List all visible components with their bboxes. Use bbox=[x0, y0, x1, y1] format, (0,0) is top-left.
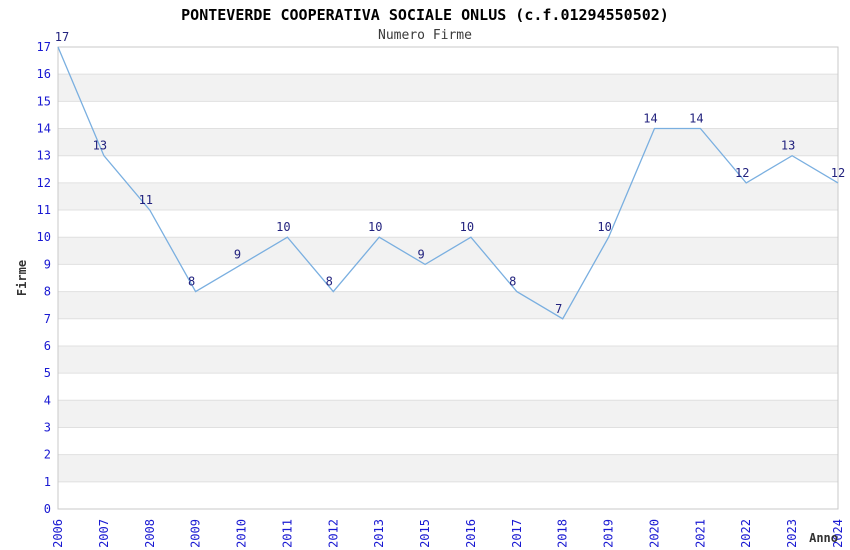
x-tick-label: 2022 bbox=[739, 519, 753, 548]
x-tick-label: 2021 bbox=[693, 519, 707, 548]
data-point-label: 8 bbox=[326, 275, 333, 289]
plot-band bbox=[58, 128, 838, 156]
data-point-label: 10 bbox=[368, 220, 382, 234]
x-tick-label: 2023 bbox=[785, 519, 799, 548]
data-point-label: 9 bbox=[234, 247, 241, 261]
data-point-label: 14 bbox=[643, 112, 657, 126]
plot-band bbox=[58, 182, 838, 211]
data-point-label: 17 bbox=[55, 30, 69, 44]
data-point-label: 13 bbox=[781, 139, 795, 153]
y-tick-label: 15 bbox=[37, 94, 51, 108]
x-tick-label: 2019 bbox=[602, 519, 616, 548]
data-point-label: 10 bbox=[276, 220, 290, 234]
y-tick-label: 16 bbox=[37, 67, 51, 81]
y-tick-label: 9 bbox=[44, 257, 51, 271]
x-tick-label: 2020 bbox=[648, 519, 662, 548]
data-point-label: 14 bbox=[689, 112, 703, 126]
data-point-label: 8 bbox=[188, 275, 195, 289]
x-tick-label: 2017 bbox=[510, 519, 524, 548]
y-tick-label: 4 bbox=[44, 393, 51, 407]
data-point-label: 7 bbox=[555, 302, 562, 316]
data-point-label: 10 bbox=[460, 220, 474, 234]
y-tick-label: 14 bbox=[37, 122, 51, 136]
data-point-label: 10 bbox=[597, 220, 611, 234]
y-tick-label: 3 bbox=[44, 421, 51, 435]
x-tick-label: 2015 bbox=[418, 519, 432, 548]
y-tick-label: 0 bbox=[44, 502, 51, 516]
y-tick-label: 5 bbox=[44, 366, 51, 380]
plot-band bbox=[58, 454, 838, 482]
x-tick-label: 2012 bbox=[326, 519, 340, 548]
x-tick-label: 2011 bbox=[280, 519, 294, 548]
x-tick-label: 2007 bbox=[97, 519, 111, 548]
x-tick-label: 2024 bbox=[831, 519, 845, 548]
y-tick-label: 2 bbox=[44, 448, 51, 462]
y-axis-label: Firme bbox=[15, 260, 29, 296]
x-tick-label: 2016 bbox=[464, 519, 478, 548]
y-tick-label: 7 bbox=[44, 312, 51, 326]
x-tick-label: 2018 bbox=[556, 519, 570, 548]
y-tick-label: 11 bbox=[37, 203, 51, 217]
x-axis-label: Anno bbox=[809, 531, 838, 545]
data-line bbox=[57, 46, 839, 320]
plot-band bbox=[58, 345, 838, 374]
plot-border bbox=[57, 46, 839, 510]
x-tick-label: 2008 bbox=[143, 519, 157, 548]
y-tick-label: 12 bbox=[37, 176, 51, 190]
data-point-label: 12 bbox=[735, 166, 749, 180]
x-tick-label: 2013 bbox=[372, 519, 386, 548]
data-point-label: 9 bbox=[417, 247, 424, 261]
plot-band bbox=[58, 74, 838, 102]
y-tick-label: 13 bbox=[37, 149, 51, 163]
plot-band bbox=[58, 400, 838, 428]
y-tick-label: 1 bbox=[44, 475, 51, 489]
y-tick-label: 6 bbox=[44, 339, 51, 353]
x-tick-label: 2009 bbox=[189, 519, 203, 548]
x-tick-label: 2006 bbox=[51, 519, 65, 548]
data-point-label: 11 bbox=[139, 193, 153, 207]
plot-band bbox=[58, 291, 838, 319]
y-tick-label: 10 bbox=[37, 230, 51, 244]
data-point-label: 12 bbox=[831, 166, 845, 180]
y-tick-label: 8 bbox=[44, 285, 51, 299]
x-tick-label: 2010 bbox=[235, 519, 249, 548]
data-point-label: 13 bbox=[93, 139, 107, 153]
chart-title: PONTEVERDE COOPERATIVA SOCIALE ONLUS (c.… bbox=[181, 6, 669, 24]
chart-subtitle: Numero Firme bbox=[378, 28, 472, 43]
data-point-label: 8 bbox=[509, 275, 516, 289]
y-tick-label: 17 bbox=[37, 40, 51, 54]
